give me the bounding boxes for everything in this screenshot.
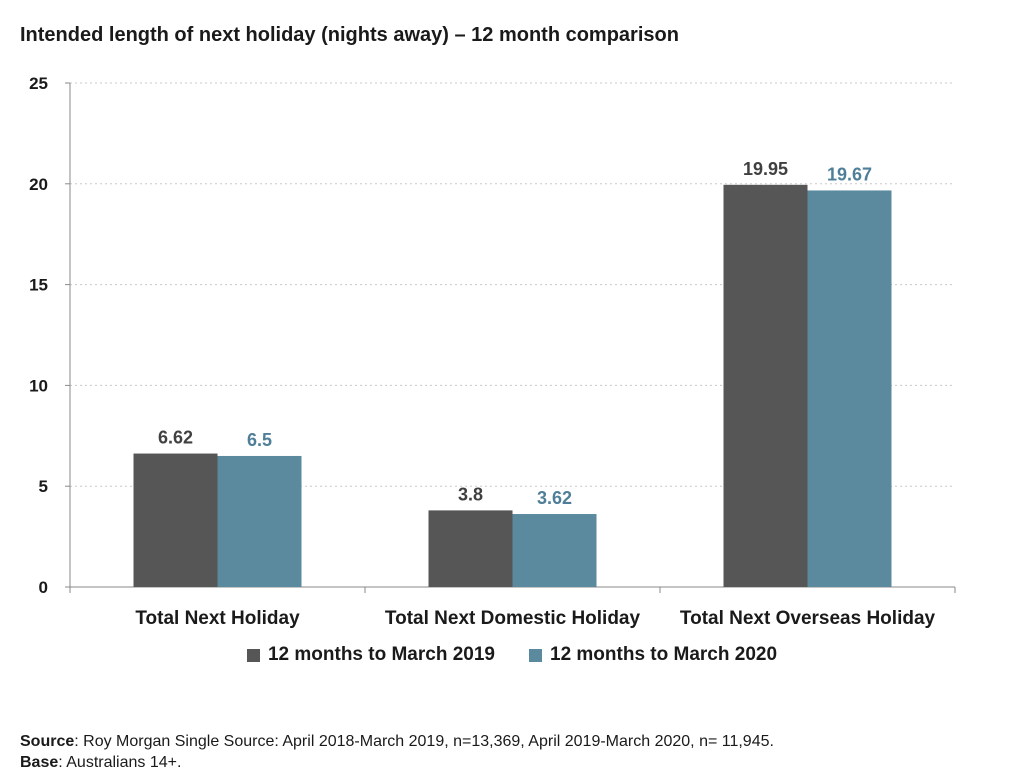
y-tick-label: 0 bbox=[39, 578, 48, 597]
base-note: Base: Australians 14+. bbox=[20, 754, 181, 772]
legend-swatch-2019 bbox=[246, 648, 260, 662]
data-label: 6.5 bbox=[247, 430, 272, 450]
bar-2019-0 bbox=[133, 453, 218, 587]
base-label: Base bbox=[20, 754, 59, 771]
y-tick-label: 15 bbox=[29, 276, 48, 295]
data-label: 3.62 bbox=[537, 488, 572, 508]
legend-label-2019: 12 months to March 2019 bbox=[267, 644, 495, 665]
legend-swatch-2020 bbox=[529, 648, 542, 662]
data-label: 19.67 bbox=[827, 164, 872, 184]
bar-2020-2 bbox=[807, 190, 892, 587]
data-label: 3.8 bbox=[458, 484, 483, 504]
source-note: Source: Roy Morgan Single Source: April … bbox=[20, 733, 774, 751]
chart-title: Intended length of next holiday (nights … bbox=[20, 24, 679, 46]
data-label: 6.62 bbox=[158, 428, 193, 448]
x-tick-label: Total Next Overseas Holiday bbox=[680, 608, 936, 629]
source-text: : Roy Morgan Single Source: April 2018-M… bbox=[74, 733, 774, 750]
bar-2019-2 bbox=[723, 184, 808, 588]
legend-label-2020: 12 months to March 2020 bbox=[550, 644, 778, 665]
x-tick-label: Total Next Holiday bbox=[135, 608, 300, 629]
bar-2020-1 bbox=[512, 514, 597, 587]
bar-2019-1 bbox=[428, 510, 513, 587]
y-tick-label: 10 bbox=[29, 376, 48, 395]
y-tick-label: 5 bbox=[39, 477, 48, 496]
chart-legend: 12 months to March 2019 12 months to Mar… bbox=[0, 644, 1024, 666]
legend-item-2020: 12 months to March 2020 bbox=[529, 644, 777, 666]
data-label: 19.95 bbox=[743, 159, 788, 179]
legend-item-2019: 12 months to March 2019 bbox=[246, 644, 495, 666]
x-tick-label: Total Next Domestic Holiday bbox=[385, 608, 641, 629]
y-tick-label: 20 bbox=[29, 175, 48, 194]
base-text: : Australians 14+. bbox=[58, 754, 182, 771]
bar-2020-0 bbox=[217, 455, 302, 587]
bar-chart: 0 5 10 15 20 25 6.62 6.5 Total Next Holiday 3.8 3.… bbox=[29, 74, 956, 629]
source-label: Source bbox=[20, 733, 75, 750]
y-tick-label: 25 bbox=[29, 74, 48, 93]
